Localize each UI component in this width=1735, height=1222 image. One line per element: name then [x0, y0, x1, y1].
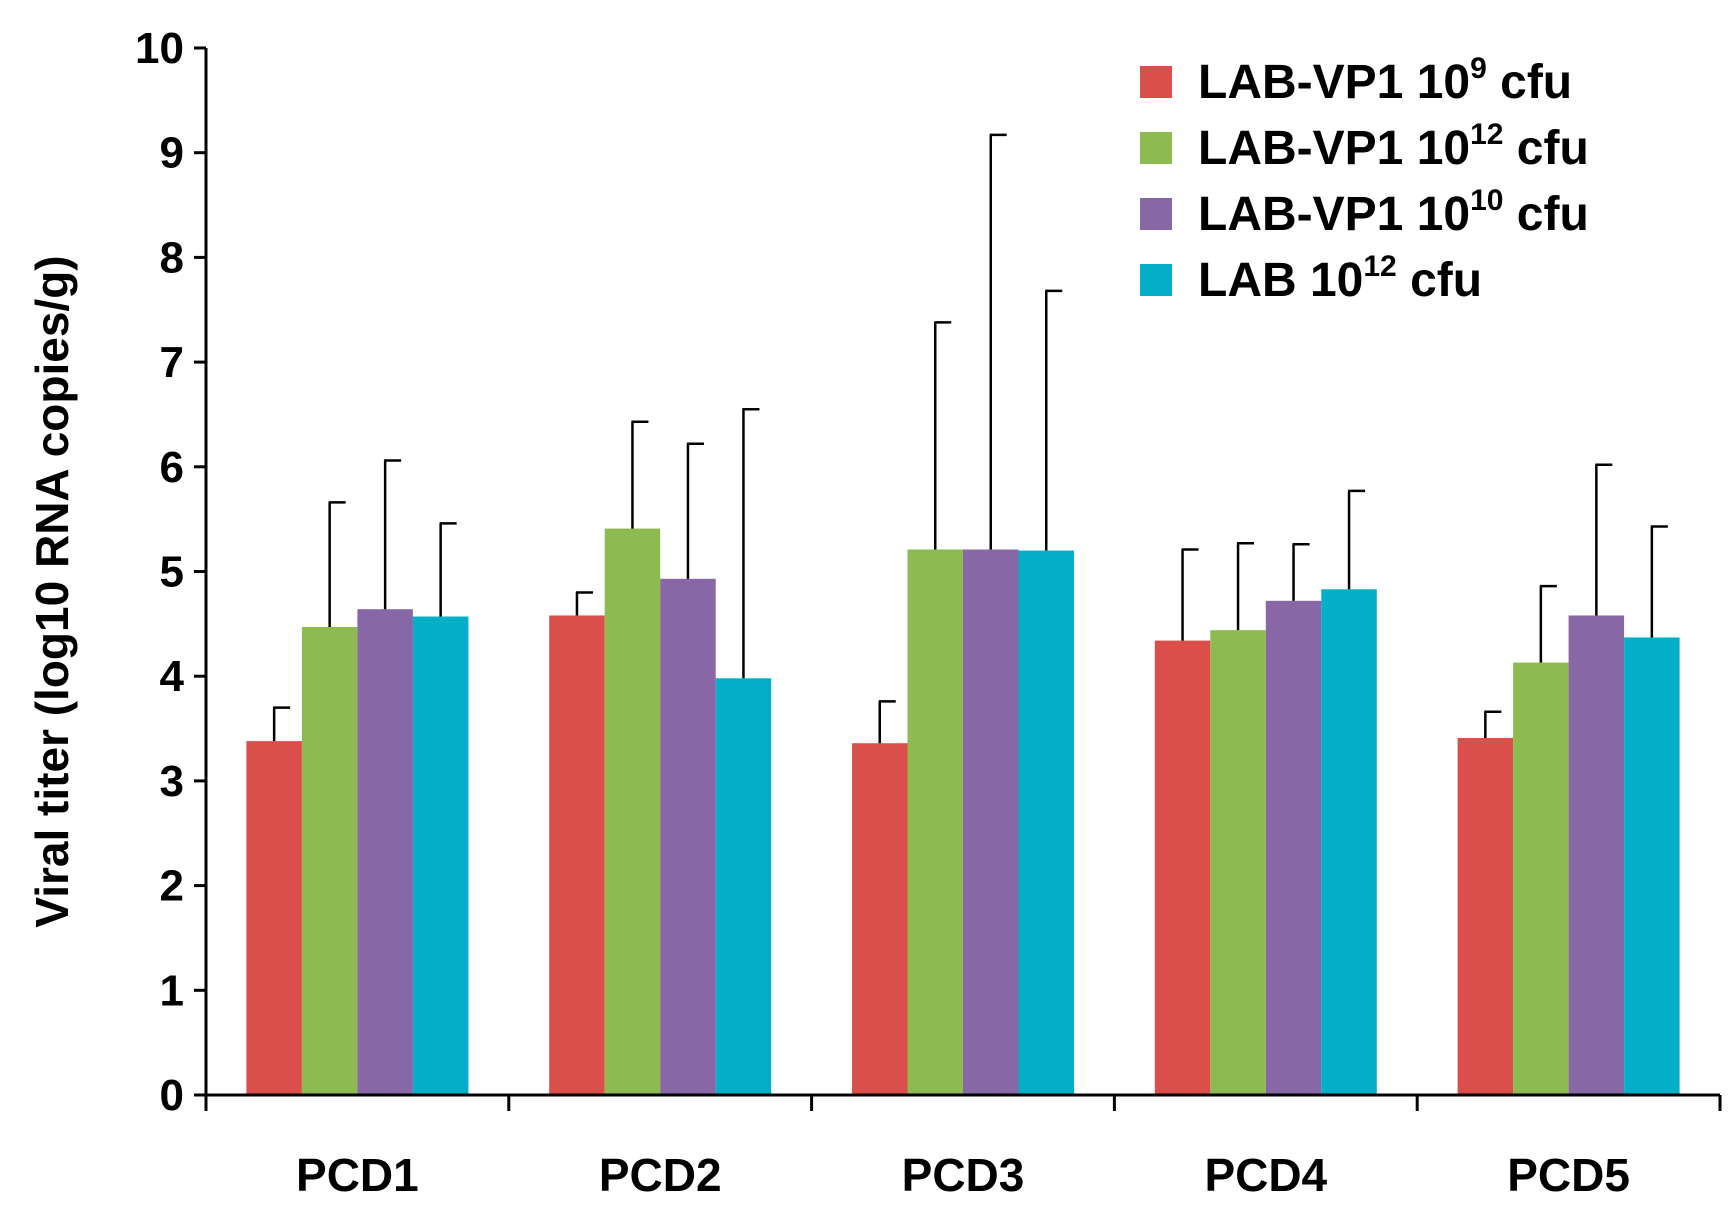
- bar: [907, 549, 963, 1095]
- y-tick-label: 4: [160, 652, 185, 701]
- y-tick-label: 2: [160, 862, 184, 911]
- bar: [246, 741, 302, 1095]
- bar: [301, 626, 358, 1095]
- bar: [660, 578, 716, 1095]
- y-tick-label: 9: [160, 129, 184, 178]
- y-tick-label: 8: [160, 233, 184, 282]
- bar: [1568, 615, 1625, 1095]
- bar: [604, 528, 661, 1095]
- y-tick-label: 0: [160, 1071, 184, 1120]
- error-bars-layer: [272, 133, 1668, 744]
- x-category-label: PCD3: [902, 1149, 1025, 1201]
- y-tick-label: 6: [160, 443, 184, 492]
- x-category-label: PCD2: [599, 1149, 722, 1201]
- x-category-label: PCD4: [1204, 1149, 1327, 1201]
- legend-label: LAB-VP1 1012 cfu: [1198, 118, 1589, 175]
- bar: [1321, 589, 1377, 1095]
- legend-swatch: [1140, 264, 1172, 296]
- bar: [963, 549, 1019, 1095]
- bar: [549, 615, 605, 1095]
- bar: [852, 743, 908, 1095]
- bar: [1457, 737, 1514, 1095]
- bar: [1018, 550, 1074, 1095]
- y-axis-title: Viral titer (log10 RNA copies/g): [26, 255, 78, 927]
- legend-item: LAB-VP1 109 cfu: [1140, 52, 1572, 109]
- x-category-label: PCD1: [296, 1149, 419, 1201]
- bar: [1154, 640, 1211, 1095]
- legend-swatch: [1140, 132, 1172, 164]
- bar: [1265, 600, 1322, 1095]
- legend-label: LAB-VP1 109 cfu: [1198, 52, 1572, 109]
- legend-item: LAB-VP1 1012 cfu: [1140, 118, 1589, 175]
- y-tick-label: 3: [160, 757, 184, 806]
- axes-layer: 0 1 2 3 4 5 6 7 8 9 10 PCD1 PCD2 PCD3 PCD4 PCD5: [135, 24, 1722, 1201]
- bar: [412, 616, 469, 1095]
- x-category-label: PCD5: [1507, 1149, 1630, 1201]
- bar: [715, 678, 772, 1095]
- y-tick-label: 7: [160, 338, 184, 387]
- y-tick-label: 5: [160, 548, 184, 597]
- y-tick-label: 10: [135, 24, 184, 73]
- legend-item: LAB-VP1 1010 cfu: [1140, 184, 1589, 241]
- y-axis-title-group: Viral titer (log10 RNA copies/g): [26, 255, 78, 927]
- bar: [1624, 637, 1680, 1095]
- bar: [1210, 630, 1266, 1095]
- legend-item: LAB 1012 cfu: [1140, 250, 1482, 307]
- legend-swatch: [1140, 198, 1172, 230]
- legend-label: LAB 1012 cfu: [1198, 250, 1482, 307]
- legend: LAB-VP1 109 cfu LAB-VP1 1012 cfu LAB-VP1 1…: [1140, 52, 1589, 307]
- bars-layer: [246, 528, 1680, 1095]
- bar: [357, 609, 413, 1095]
- y-tick-label: 1: [160, 966, 184, 1015]
- legend-swatch: [1140, 66, 1172, 98]
- legend-label: LAB-VP1 1010 cfu: [1198, 184, 1589, 241]
- bar: [1513, 662, 1569, 1095]
